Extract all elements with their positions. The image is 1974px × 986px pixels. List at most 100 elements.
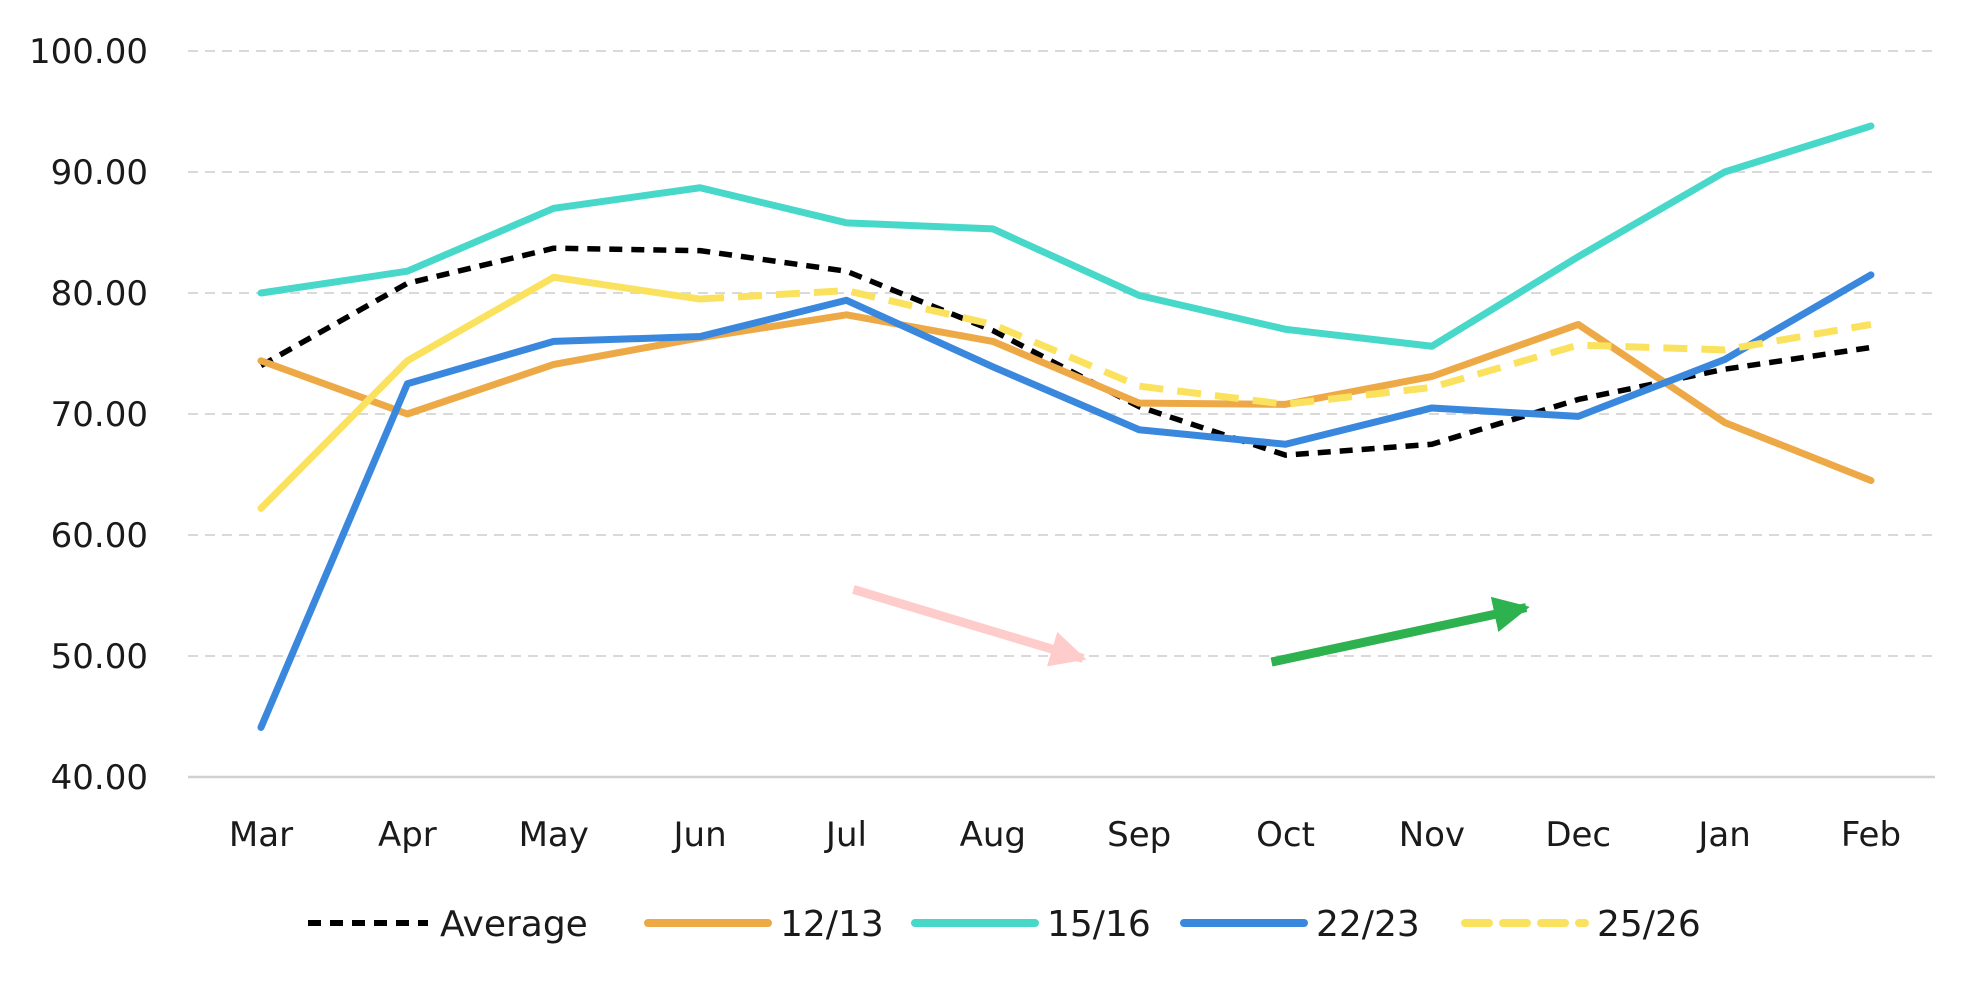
legend-item-25-26: 25/26 [1461,904,1701,945]
data-point [551,338,557,344]
data-point [1868,478,1874,484]
data-point [1575,254,1581,260]
data-point [990,328,996,334]
data-point [1136,292,1142,298]
y-tick-label: 100.00 [29,32,148,72]
legend-item-average: Average [308,904,588,945]
x-tick-label: May [519,815,589,855]
data-point [1722,366,1728,372]
legend: Average 12/13 15/16 22/23 25/26 [308,904,1701,945]
y-tick-label: 50.00 [51,637,148,677]
data-point [404,358,410,364]
data-point [404,280,410,286]
data-point [843,297,849,303]
series-12-13 [257,311,1875,485]
data-point [697,296,703,302]
series-line [257,271,1875,731]
data-point [258,724,264,730]
x-tick-label: Jun [672,815,727,855]
y-tick-label: 70.00 [51,395,148,435]
data-point [1283,452,1289,458]
data-point [1283,326,1289,332]
data-point [258,290,264,296]
x-tick-label: Sep [1107,815,1171,855]
x-tick-label: Feb [1841,815,1901,855]
data-point [1722,357,1728,363]
data-point [1575,342,1581,348]
data-point [1283,401,1289,407]
gridlines [188,50,1935,779]
legend-item-12-13: 12/13 [644,904,884,945]
x-tick-label: Mar [229,815,293,855]
data-point [1136,400,1142,406]
data-point [990,364,996,370]
x-tick-label: Dec [1545,815,1611,855]
data-point [1722,169,1728,175]
data-point [1575,321,1581,327]
series-line [259,245,1872,458]
data-point [1868,272,1874,278]
legend-item-22-23: 22/23 [1180,904,1420,945]
arrow-up-green [1270,596,1530,667]
y-tick-label: 60.00 [51,516,148,556]
axes: 40.00 50.00 60.00 70.00 80.00 90.00 100.00 Mar A… [29,32,1901,855]
data-point [258,358,264,364]
data-point [551,361,557,367]
data-point [551,245,557,251]
data-point [258,505,264,511]
data-point [1868,123,1874,129]
x-tick-label: Jan [1696,815,1750,855]
series-25-26 [257,273,1874,512]
data-point [551,274,557,280]
series-lines [257,122,1875,731]
legend-label: 12/13 [780,904,884,945]
legend-label: 25/26 [1597,904,1701,945]
series-22-23 [257,271,1875,731]
data-point [1136,383,1142,389]
annotations [852,585,1530,667]
series-line-solid-part [257,273,704,512]
data-point [990,226,996,232]
arrow-down-pink [852,585,1087,667]
data-point [697,185,703,191]
data-point [843,288,849,294]
x-tick-label: Apr [378,815,437,855]
data-point [404,381,410,387]
series-line [257,311,1875,485]
data-point [1283,441,1289,447]
data-point [697,248,703,254]
data-point [1722,419,1728,425]
data-point [1575,413,1581,419]
y-tick-label: 80.00 [51,274,148,314]
y-tick-label: 90.00 [51,153,148,193]
data-point [990,321,996,327]
x-tick-label: Nov [1399,815,1465,855]
data-point [1429,441,1435,447]
data-point [404,411,410,417]
series-line [257,122,1875,350]
legend-label: Average [440,904,588,945]
data-point [843,312,849,318]
data-point [404,268,410,274]
data-point [1868,321,1874,327]
data-point [1722,347,1728,353]
data-point [1136,427,1142,433]
data-point [1429,384,1435,390]
data-point [1575,396,1581,402]
data-point [843,268,849,274]
x-tick-label: Aug [960,815,1026,855]
legend-label: 22/23 [1316,904,1420,945]
data-point [1868,344,1874,350]
series-line-dashed-part [699,287,1872,408]
data-point [697,334,703,340]
series-15-16 [257,122,1875,350]
data-point [990,338,996,344]
x-tick-label: Jul [824,815,867,855]
y-tick-label: 40.00 [51,758,148,798]
data-point [1429,405,1435,411]
data-point [1429,373,1435,379]
data-point [551,205,557,211]
series-average [259,245,1874,458]
legend-label: 15/16 [1047,904,1151,945]
